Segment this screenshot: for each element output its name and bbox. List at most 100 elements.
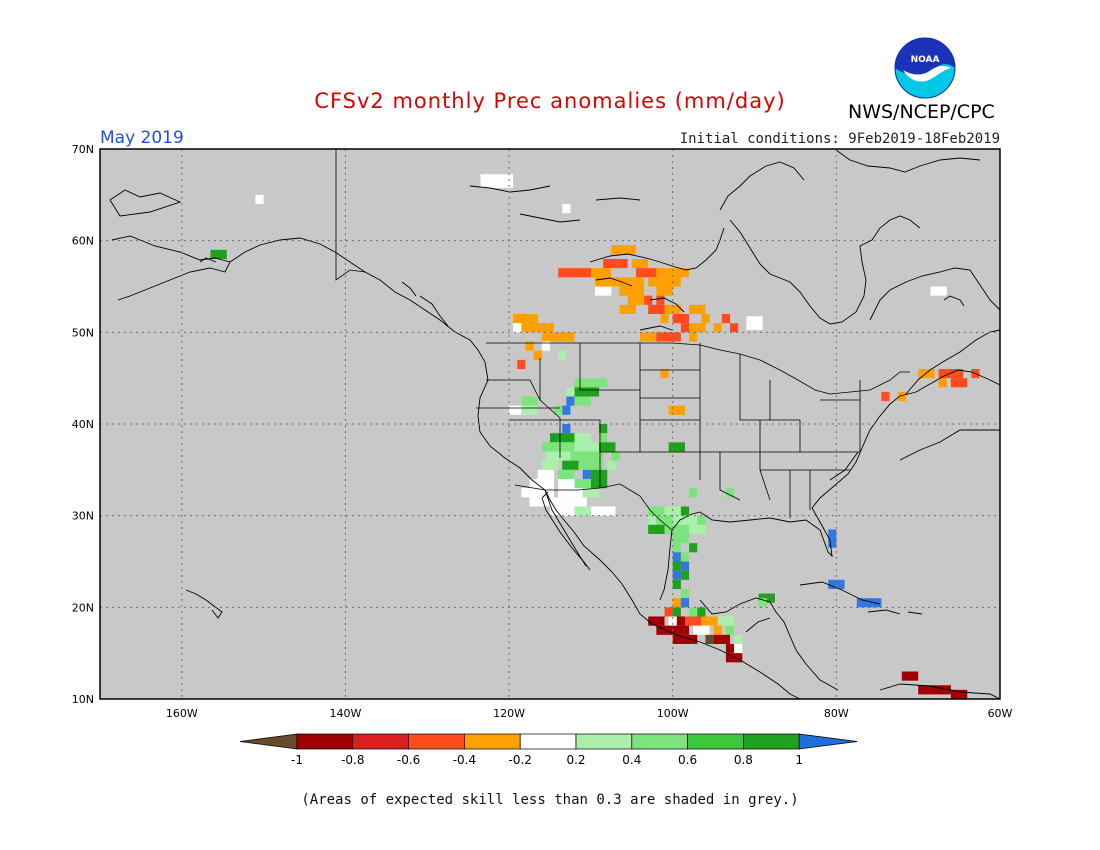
longitude-label: 140W bbox=[330, 707, 362, 720]
anomaly-cell bbox=[537, 469, 555, 479]
anomaly-cell bbox=[619, 304, 636, 314]
anomaly-cell bbox=[648, 616, 665, 626]
valid-month-label: May 2019 bbox=[100, 128, 184, 148]
anomaly-cell bbox=[541, 442, 575, 452]
anomaly-cell bbox=[725, 644, 735, 654]
anomaly-cell bbox=[603, 259, 628, 269]
anomaly-cell bbox=[721, 314, 730, 324]
anomaly-cell bbox=[758, 593, 775, 603]
anomaly-cell bbox=[950, 378, 968, 388]
anomaly-cell bbox=[480, 174, 514, 188]
anomaly-cell bbox=[635, 268, 661, 278]
anomaly-cell bbox=[950, 689, 968, 699]
legend-tick-label: -0.8 bbox=[341, 753, 364, 767]
anomaly-cell bbox=[713, 625, 722, 635]
anomaly-cell bbox=[672, 570, 681, 580]
anomaly-cell bbox=[668, 442, 685, 452]
anomaly-cell bbox=[938, 378, 947, 388]
anomaly-cell bbox=[930, 286, 947, 296]
legend-tick-label: -0.2 bbox=[508, 753, 531, 767]
longitude-label: 100W bbox=[657, 707, 689, 720]
anomaly-cell bbox=[856, 598, 882, 608]
anomaly-cell bbox=[541, 341, 550, 351]
anomaly-cell bbox=[554, 405, 563, 415]
anomaly-cell bbox=[644, 295, 653, 305]
anomaly-cell bbox=[672, 579, 681, 589]
anomaly-cell bbox=[648, 515, 657, 525]
anomaly-cell bbox=[529, 497, 571, 507]
anomaly-cell bbox=[672, 534, 690, 544]
anomaly-cell bbox=[680, 552, 690, 562]
latitude-labels: 70N 60N 50N 40N 30N 20N 10N bbox=[72, 143, 94, 706]
anomaly-cell bbox=[648, 304, 665, 314]
anomaly-cells bbox=[210, 174, 980, 699]
anomaly-cell bbox=[521, 323, 555, 333]
latitude-label: 40N bbox=[72, 418, 94, 431]
anomaly-cell bbox=[611, 245, 636, 255]
anomaly-cell bbox=[689, 332, 698, 342]
anomaly-cell bbox=[533, 350, 542, 360]
legend-color-box bbox=[296, 733, 354, 750]
anomaly-cell bbox=[680, 598, 690, 608]
anomaly-cell bbox=[574, 479, 591, 489]
anomaly-cell bbox=[713, 323, 722, 333]
legend-tick-label: 1 bbox=[795, 753, 803, 767]
legend-color-box bbox=[352, 733, 409, 750]
anomaly-cell bbox=[689, 488, 698, 498]
anomaly-cell bbox=[611, 451, 620, 461]
anomaly-cell bbox=[562, 424, 571, 434]
noaa-logo: NOAA bbox=[894, 37, 956, 99]
anomaly-cell bbox=[656, 625, 673, 635]
anomaly-cell bbox=[574, 387, 600, 397]
legend-color-box bbox=[408, 733, 465, 750]
legend-tick-label: -0.6 bbox=[397, 753, 420, 767]
anomaly-cell bbox=[680, 323, 690, 333]
legend-tick-labels: -1 -0.8 -0.6 -0.4 -0.2 0.2 0.4 0.6 0.8 1 bbox=[291, 753, 803, 767]
anomaly-cell bbox=[599, 433, 608, 443]
latitude-label: 50N bbox=[72, 326, 94, 339]
anomaly-cell bbox=[938, 369, 964, 379]
anomaly-cell bbox=[558, 488, 583, 498]
anomaly-cell bbox=[672, 598, 681, 608]
anomaly-cell bbox=[558, 268, 591, 278]
anomaly-cell bbox=[656, 286, 673, 296]
anomaly-cell bbox=[680, 506, 690, 516]
anomaly-cell bbox=[705, 634, 714, 644]
anomaly-cell bbox=[521, 396, 538, 406]
anomaly-cell bbox=[521, 488, 555, 498]
anomaly-cell bbox=[640, 332, 657, 342]
anomaly-cell bbox=[558, 469, 575, 479]
anomaly-cell bbox=[680, 570, 690, 580]
initial-conditions-label: Initial conditions: 9Feb2019-18Feb2019 bbox=[679, 131, 1000, 147]
anomaly-cell bbox=[619, 286, 645, 296]
anomaly-cell bbox=[897, 391, 906, 402]
anomaly-cell bbox=[881, 391, 890, 402]
anomaly-cell bbox=[664, 506, 681, 516]
anomaly-cell bbox=[672, 634, 698, 644]
legend-tick-label: 0.4 bbox=[622, 753, 641, 767]
legend-color-box bbox=[631, 733, 688, 750]
anomaly-cell bbox=[619, 277, 645, 287]
legend-arrow-low bbox=[239, 733, 298, 750]
anomaly-cell bbox=[656, 515, 673, 525]
legend-color-box bbox=[687, 733, 744, 750]
anomaly-cell bbox=[672, 552, 681, 562]
skill-footnote: (Areas of expected skill less than 0.3 a… bbox=[301, 792, 799, 808]
latitude-label: 20N bbox=[72, 601, 94, 614]
anomaly-cell bbox=[570, 451, 604, 461]
anomaly-cell bbox=[701, 314, 710, 324]
precip-anomaly-map: 70N 60N 50N 40N 30N 20N 10N 160W 140W 120W 100W 80… bbox=[72, 143, 1013, 720]
anomaly-cell bbox=[607, 460, 616, 470]
lat-lon-gridlines bbox=[100, 149, 1000, 699]
anomaly-cell bbox=[578, 460, 604, 470]
anomaly-cell bbox=[599, 442, 616, 452]
anomaly-cell bbox=[672, 625, 690, 635]
anomaly-cell bbox=[582, 488, 600, 498]
anomaly-cell bbox=[562, 405, 571, 415]
map-border bbox=[99, 148, 1001, 700]
anomaly-cell bbox=[689, 323, 706, 333]
anomaly-cell bbox=[758, 598, 767, 608]
anomaly-cell bbox=[672, 607, 681, 617]
anomaly-cell bbox=[566, 396, 575, 406]
anomaly-cell bbox=[676, 616, 685, 626]
